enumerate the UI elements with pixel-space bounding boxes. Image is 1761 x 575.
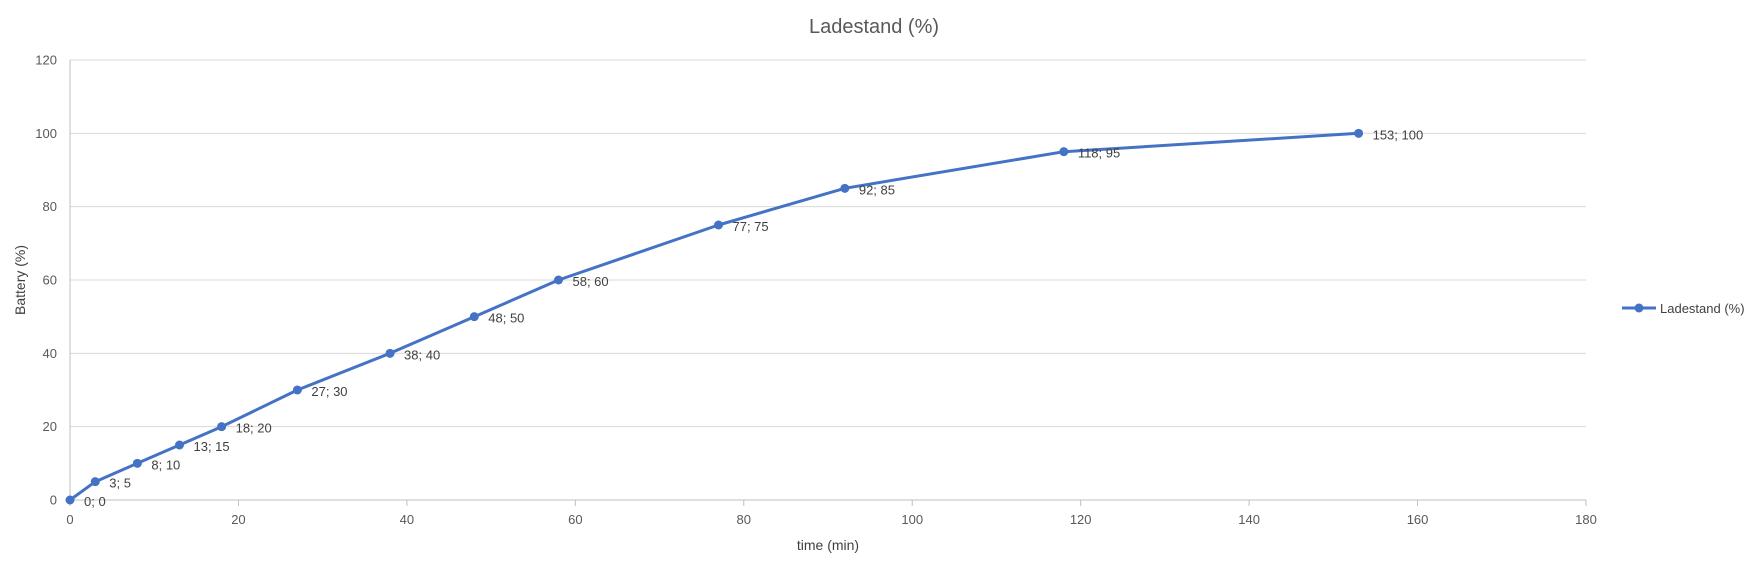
data-point bbox=[217, 422, 227, 432]
series-layer bbox=[65, 128, 1364, 505]
x-tick-label: 80 bbox=[737, 512, 751, 527]
data-label: 27; 30 bbox=[311, 384, 347, 399]
x-tick-label: 120 bbox=[1070, 512, 1092, 527]
data-label: 92; 85 bbox=[859, 182, 895, 197]
y-axis-title: Battery (%) bbox=[12, 245, 28, 315]
legend-label: Ladestand (%) bbox=[1660, 301, 1745, 316]
data-label: 77; 75 bbox=[733, 219, 769, 234]
data-label: 153; 100 bbox=[1373, 127, 1424, 142]
data-label: 48; 50 bbox=[488, 311, 524, 326]
x-axis-title: time (min) bbox=[797, 537, 859, 553]
data-point bbox=[469, 312, 479, 322]
data-point bbox=[132, 458, 142, 468]
gridlines bbox=[70, 59, 1586, 501]
x-tick-label: 140 bbox=[1238, 512, 1260, 527]
data-label: 8; 10 bbox=[151, 457, 180, 472]
y-tick-label: 0 bbox=[50, 493, 57, 508]
axes: 0 20 40 60 80 100 120 0 20 40 60 80 100 120 140 160 180 bbox=[35, 53, 1597, 528]
x-tick-label: 20 bbox=[231, 512, 245, 527]
data-point bbox=[292, 385, 302, 395]
y-tick-label: 100 bbox=[35, 126, 57, 141]
x-tick-label: 40 bbox=[400, 512, 414, 527]
y-tick-label: 120 bbox=[35, 53, 57, 68]
x-tick-label: 0 bbox=[66, 512, 73, 527]
data-label: 18; 20 bbox=[236, 421, 272, 436]
chart-title: Ladestand (%) bbox=[809, 16, 939, 38]
data-label: 38; 40 bbox=[404, 347, 440, 362]
data-point bbox=[174, 440, 184, 450]
data-point bbox=[840, 183, 850, 193]
y-tick-label: 20 bbox=[43, 419, 57, 434]
y-tick-label: 80 bbox=[43, 199, 57, 214]
series-line bbox=[68, 131, 1361, 502]
data-point bbox=[90, 477, 100, 487]
x-tick-label: 100 bbox=[901, 512, 923, 527]
legend[interactable]: Ladestand (%) bbox=[1622, 301, 1745, 316]
data-point bbox=[1059, 147, 1069, 157]
data-label: 13; 15 bbox=[193, 439, 229, 454]
y-tick-label: 40 bbox=[43, 346, 57, 361]
data-label: 0; 0 bbox=[84, 494, 106, 509]
data-point bbox=[714, 220, 724, 230]
data-labels: 0; 03; 5 8; 10 13; 15 18; 20 27; 30 38; 40 48;… bbox=[84, 127, 1423, 509]
data-point bbox=[385, 348, 395, 358]
y-tick-label: 60 bbox=[43, 273, 57, 288]
x-tick-label: 180 bbox=[1575, 512, 1597, 527]
data-label: 118; 95 bbox=[1078, 146, 1120, 161]
data-point bbox=[1354, 128, 1364, 138]
data-point bbox=[553, 275, 563, 285]
data-point bbox=[65, 495, 75, 505]
data-label: 3; 5 bbox=[109, 476, 131, 491]
x-tick-label: 160 bbox=[1407, 512, 1429, 527]
data-label: 58; 60 bbox=[572, 274, 608, 289]
x-tick-label: 60 bbox=[568, 512, 582, 527]
legend-point-marker bbox=[1634, 303, 1644, 313]
